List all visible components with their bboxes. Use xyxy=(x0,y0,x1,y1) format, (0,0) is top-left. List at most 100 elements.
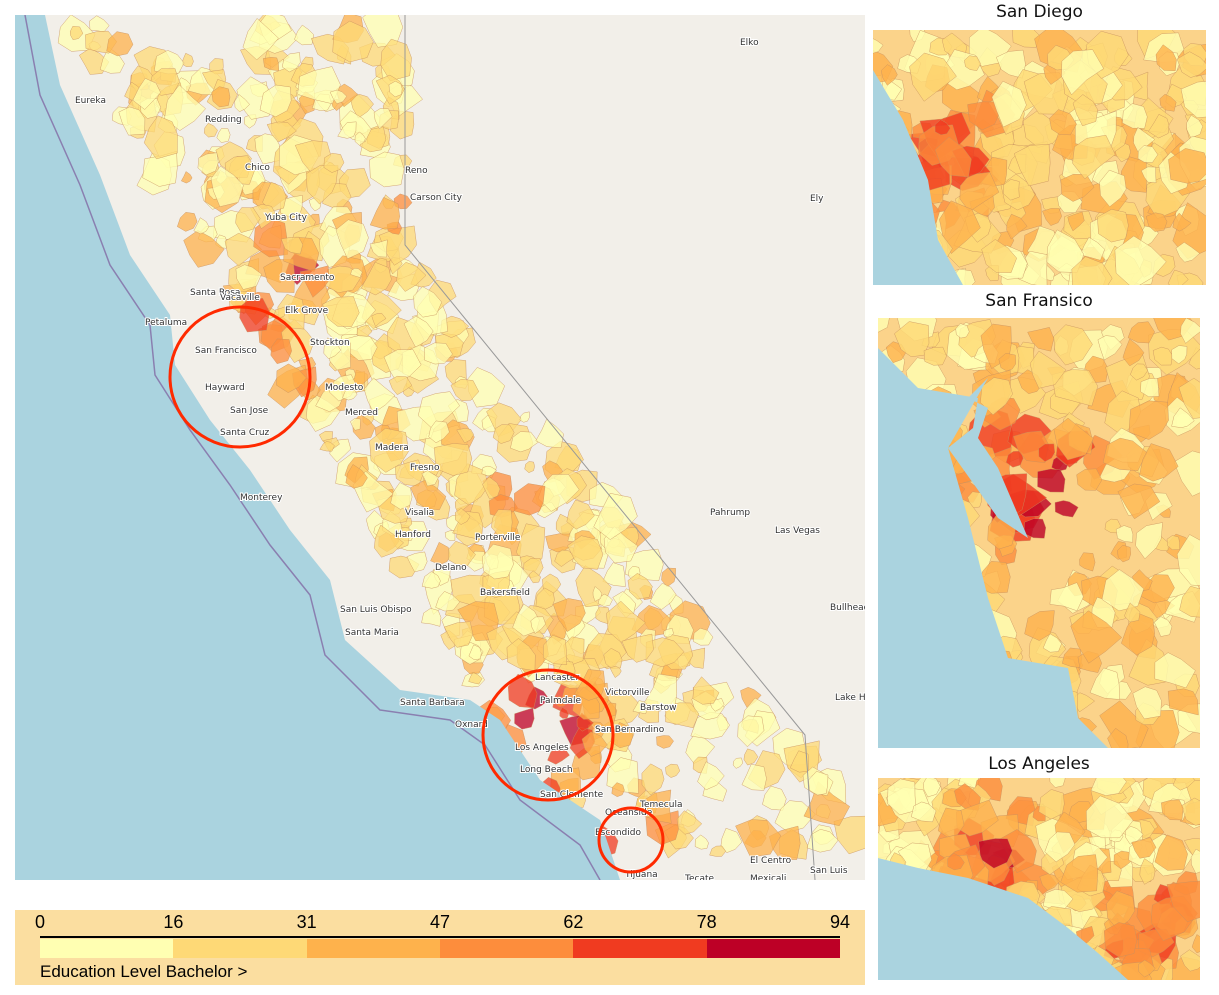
census-region xyxy=(1191,934,1200,954)
place-label: San Jose xyxy=(230,406,269,416)
place-label: Porterville xyxy=(475,533,521,543)
census-region xyxy=(967,491,982,509)
census-region xyxy=(1099,700,1149,748)
census-region xyxy=(535,587,555,610)
census-region xyxy=(383,349,422,383)
census-region xyxy=(939,200,981,254)
census-region xyxy=(1062,647,1083,668)
census-region xyxy=(1171,345,1188,365)
inset-map-san-diego[interactable] xyxy=(873,30,1206,285)
census-region xyxy=(1173,450,1200,497)
census-region xyxy=(1072,134,1116,180)
census-region xyxy=(403,315,434,348)
legend-tick: 47 xyxy=(429,912,451,932)
census-region xyxy=(1114,235,1167,285)
census-region xyxy=(369,197,400,230)
census-region xyxy=(609,666,622,678)
census-region xyxy=(1106,890,1136,930)
census-region xyxy=(1190,848,1200,874)
census-region xyxy=(1139,858,1156,885)
place-label: Elko xyxy=(740,38,759,48)
census-region xyxy=(1024,610,1055,641)
census-region xyxy=(421,571,441,589)
census-region xyxy=(424,342,453,365)
place-label: Madera xyxy=(375,443,409,453)
census-region xyxy=(665,763,681,778)
census-region xyxy=(1131,837,1157,859)
census-region xyxy=(1113,850,1134,870)
census-region xyxy=(524,461,535,473)
inset-ocean xyxy=(878,858,1128,980)
place-label: San Bernardino xyxy=(595,725,665,735)
census-region xyxy=(552,598,586,632)
census-region xyxy=(1115,525,1134,543)
inset-map-los-angeles[interactable] xyxy=(878,778,1200,980)
place-label: Chico xyxy=(245,163,270,173)
census-region xyxy=(1161,799,1184,821)
census-region xyxy=(1166,535,1180,551)
place-label: Temecula xyxy=(639,800,682,810)
inset-ocean xyxy=(878,348,1108,748)
census-region xyxy=(280,236,304,255)
census-region xyxy=(388,80,403,98)
census-region xyxy=(1180,81,1206,118)
census-region xyxy=(690,712,730,740)
education-choropleth-map[interactable]: Eureka Redding Chico Yuba City Sacramento San… xyxy=(15,15,865,880)
census-region xyxy=(335,219,369,260)
place-label: Visalia xyxy=(405,508,434,518)
census-region xyxy=(276,363,307,393)
census-region xyxy=(1070,610,1122,664)
legend-tick: 94 xyxy=(829,912,851,932)
census-region xyxy=(234,94,250,112)
inset-map-san-francisco[interactable] xyxy=(878,318,1200,748)
census-region xyxy=(281,52,301,73)
census-region xyxy=(663,628,674,638)
census-region xyxy=(1071,256,1113,285)
census-region xyxy=(934,136,972,178)
census-region xyxy=(1053,324,1093,366)
census-region xyxy=(369,428,410,473)
census-region xyxy=(627,573,653,600)
census-region xyxy=(1176,51,1206,78)
census-region xyxy=(1159,93,1177,112)
census-region xyxy=(959,171,1000,212)
census-region xyxy=(611,782,625,797)
census-region xyxy=(923,346,947,366)
census-region xyxy=(644,673,678,712)
census-region xyxy=(373,524,404,558)
census-region xyxy=(1179,585,1200,618)
place-label: Petaluma xyxy=(145,318,187,328)
census-region xyxy=(1049,109,1077,136)
census-region xyxy=(581,731,608,757)
place-label: Sacramento xyxy=(280,273,335,283)
census-region xyxy=(880,64,898,86)
census-region xyxy=(1022,110,1065,148)
census-region xyxy=(1038,789,1065,820)
census-region xyxy=(937,807,965,838)
census-region xyxy=(1128,400,1169,440)
census-region xyxy=(1117,483,1161,520)
census-region xyxy=(1186,114,1203,139)
census-region xyxy=(421,470,439,487)
census-region xyxy=(665,702,700,729)
census-region xyxy=(1067,211,1085,232)
census-region xyxy=(1154,652,1196,689)
census-region xyxy=(454,508,471,525)
census-region xyxy=(270,338,292,364)
place-label: Hayward xyxy=(205,383,245,393)
census-region xyxy=(468,671,483,685)
census-region xyxy=(482,476,501,500)
census-region xyxy=(1038,443,1056,462)
census-region xyxy=(1054,500,1079,518)
place-label: Reno xyxy=(405,166,428,176)
inset-title-los-angeles: Los Angeles xyxy=(988,754,1090,774)
census-region xyxy=(468,644,482,660)
census-region xyxy=(434,443,473,476)
census-region xyxy=(481,543,514,580)
census-region xyxy=(177,212,198,232)
place-label: Tijuana xyxy=(624,870,658,880)
census-region xyxy=(1121,612,1155,656)
census-region xyxy=(1148,114,1170,139)
place-label: Elk Grove xyxy=(285,306,329,316)
census-region xyxy=(1152,346,1173,366)
